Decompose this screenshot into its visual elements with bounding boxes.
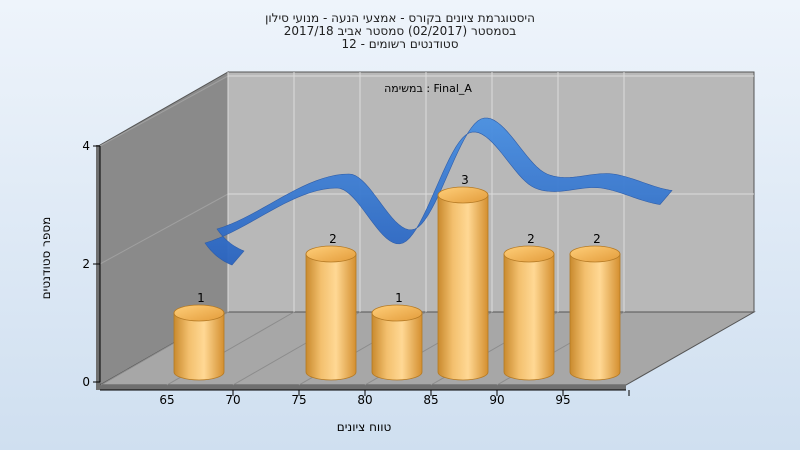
- bar-80: 1: [371, 291, 423, 381]
- bar-95: 2: [569, 232, 621, 381]
- bar-75: 2: [305, 232, 357, 381]
- floor-front-edge: [100, 385, 626, 390]
- x-tick-label: 95: [555, 393, 570, 407]
- y-tick-label: 2: [82, 257, 90, 271]
- title-line-1: היסטוגרמת ציונים בקורס - אמצעי הנעה - מנ…: [265, 11, 535, 25]
- data-label: 3: [461, 173, 469, 187]
- title-line-2: בסמסטר (02/2017) סמסטר אביב 2017/18: [284, 24, 516, 38]
- bar-65: 1: [173, 291, 225, 381]
- y-tick-label: 0: [82, 375, 90, 389]
- bar-cap: [173, 304, 225, 322]
- x-tick-label: 75: [291, 393, 306, 407]
- data-label: 2: [593, 232, 601, 246]
- x-tick-label: 85: [423, 393, 438, 407]
- y-tick-label: 4: [82, 139, 90, 153]
- bar-body: [173, 312, 225, 381]
- x-tick-label: 70: [225, 393, 240, 407]
- title-line-3: סטודנטים רשומים - 12: [341, 37, 458, 51]
- chart-title: היסטוגרמת ציונים בקורס - אמצעי הנעה - מנ…: [265, 11, 535, 51]
- bar-body: [437, 194, 489, 381]
- grid-line-wall: [99, 75, 229, 147]
- bar-body: [305, 253, 357, 381]
- x-tick-label: 90: [489, 393, 504, 407]
- distribution-curve: [204, 117, 673, 266]
- x-tick-label: 80: [357, 393, 372, 407]
- axes-group: 0 2 4 65 70 75 80 85 90 95: [82, 139, 630, 407]
- data-label: 2: [527, 232, 535, 246]
- bar-body: [569, 253, 621, 381]
- bar-cap: [569, 245, 621, 263]
- bar-cap: [437, 186, 489, 204]
- bar-90: 2: [503, 232, 555, 381]
- bars-group: 1 2 1 3 2 2: [173, 173, 621, 381]
- bar-cap: [371, 304, 423, 322]
- bar-cap: [503, 245, 555, 263]
- left-wall-edge: [96, 145, 100, 390]
- x-tick-label: 65: [159, 393, 174, 407]
- bar-body: [371, 312, 423, 381]
- grid-line-wall: [99, 193, 229, 265]
- bar-body: [503, 253, 555, 381]
- distribution-ribbon: [204, 117, 673, 266]
- data-label: 1: [197, 291, 205, 305]
- data-label: 1: [395, 291, 403, 305]
- data-label: 2: [329, 232, 337, 246]
- y-axis-title: מספר סטודנטים: [39, 217, 53, 300]
- bar-85: 3: [437, 173, 489, 381]
- bar-cap: [305, 245, 357, 263]
- x-axis-title: טווח ציונים: [337, 420, 392, 434]
- task-annotation: במשימה : Final_A: [384, 82, 472, 95]
